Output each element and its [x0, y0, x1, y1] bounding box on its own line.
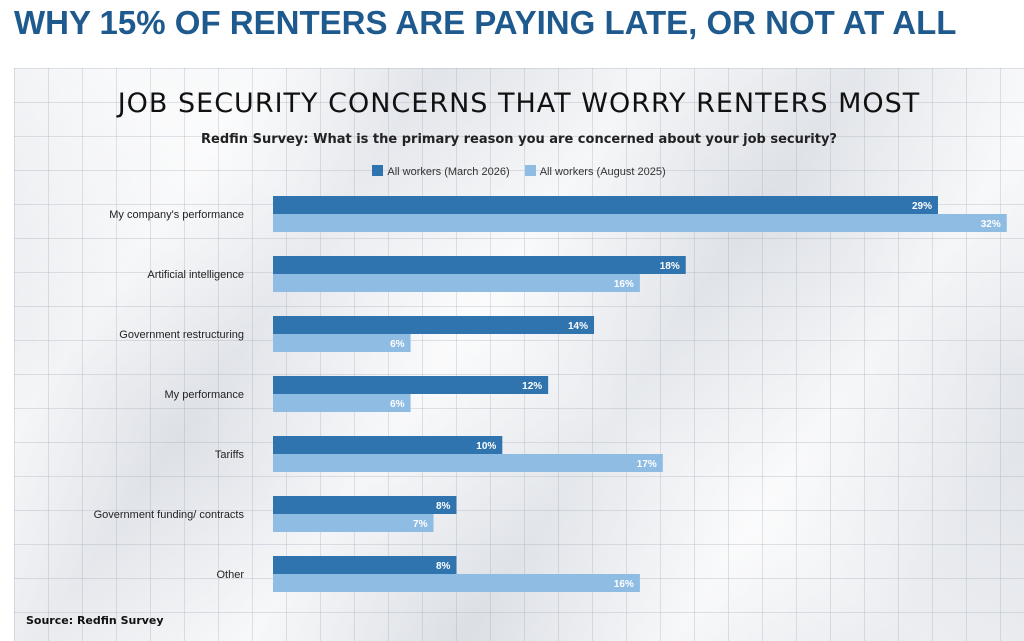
- legend-label-august-2025: All workers (August 2025): [539, 166, 666, 178]
- bar-artificial-intelligence-series-2: [273, 274, 640, 292]
- category-label-my-company-s-performance: My company's performance: [109, 209, 244, 221]
- legend-item-march-2026: All workers (March 2026): [372, 165, 510, 178]
- data-label-government-funding-contracts-series-2: 7%: [413, 519, 428, 530]
- chart-subtitle: Redfin Survey: What is the primary reaso…: [201, 132, 837, 147]
- chart-legend: All workers (March 2026) All workers (Au…: [14, 165, 1024, 178]
- data-label-my-company-s-performance-series-2: 32%: [981, 219, 1001, 230]
- data-label-other-series-2: 16%: [614, 579, 634, 590]
- data-label-my-company-s-performance-series-1: 29%: [912, 201, 932, 212]
- chart-panel: JOB SECURITY CONCERNS THAT WORRY RENTERS…: [14, 68, 1024, 641]
- data-label-my-performance-series-1: 12%: [522, 381, 542, 392]
- bar-government-funding-contracts-series-1: [273, 496, 457, 514]
- data-label-tariffs-series-1: 10%: [476, 441, 496, 452]
- data-label-government-restructuring-series-1: 14%: [568, 321, 588, 332]
- data-label-other-series-1: 8%: [436, 561, 451, 572]
- legend-swatch-august-2025: [524, 165, 536, 176]
- legend-swatch-march-2026: [372, 165, 384, 176]
- data-label-artificial-intelligence-series-1: 18%: [660, 261, 680, 272]
- bar-government-restructuring-series-1: [273, 316, 595, 334]
- data-label-government-funding-contracts-series-1: 8%: [436, 501, 451, 512]
- bar-other-series-1: [273, 556, 457, 574]
- category-label-tariffs: Tariffs: [215, 449, 245, 461]
- category-label-artificial-intelligence: Artificial intelligence: [147, 269, 244, 281]
- bar-government-restructuring-series-2: [273, 334, 411, 352]
- bar-my-performance-series-1: [273, 376, 549, 394]
- legend-label-march-2026: All workers (March 2026): [387, 166, 510, 178]
- bar-my-company-s-performance-series-1: [273, 196, 938, 214]
- bar-tariffs-series-2: [273, 454, 663, 472]
- data-label-tariffs-series-2: 17%: [637, 459, 657, 470]
- data-label-my-performance-series-2: 6%: [390, 399, 405, 410]
- bar-tariffs-series-1: [273, 436, 503, 454]
- chart-title: JOB SECURITY CONCERNS THAT WORRY RENTERS…: [117, 88, 921, 119]
- category-label-government-restructuring: Government restructuring: [119, 329, 244, 341]
- bar-artificial-intelligence-series-1: [273, 256, 686, 274]
- slide-title: WHY 15% OF RENTERS ARE PAYING LATE, OR N…: [14, 4, 957, 41]
- legend-item-august-2025: All workers (August 2025): [524, 165, 666, 178]
- data-label-government-restructuring-series-2: 6%: [390, 339, 405, 350]
- bar-my-company-s-performance-series-2: [273, 214, 1007, 232]
- bar-chart-plot: My company's performance 29% 32% Artificial…: [94, 196, 1007, 592]
- category-label-other: Other: [216, 569, 244, 581]
- source-note: Source: Redfin Survey: [26, 614, 164, 627]
- data-label-artificial-intelligence-series-2: 16%: [614, 279, 634, 290]
- bar-other-series-2: [273, 574, 640, 592]
- bar-my-performance-series-2: [273, 394, 411, 412]
- bar-government-funding-contracts-series-2: [273, 514, 434, 532]
- category-label-government-funding-contracts: Government funding/ contracts: [94, 509, 245, 521]
- category-label-my-performance: My performance: [165, 389, 244, 401]
